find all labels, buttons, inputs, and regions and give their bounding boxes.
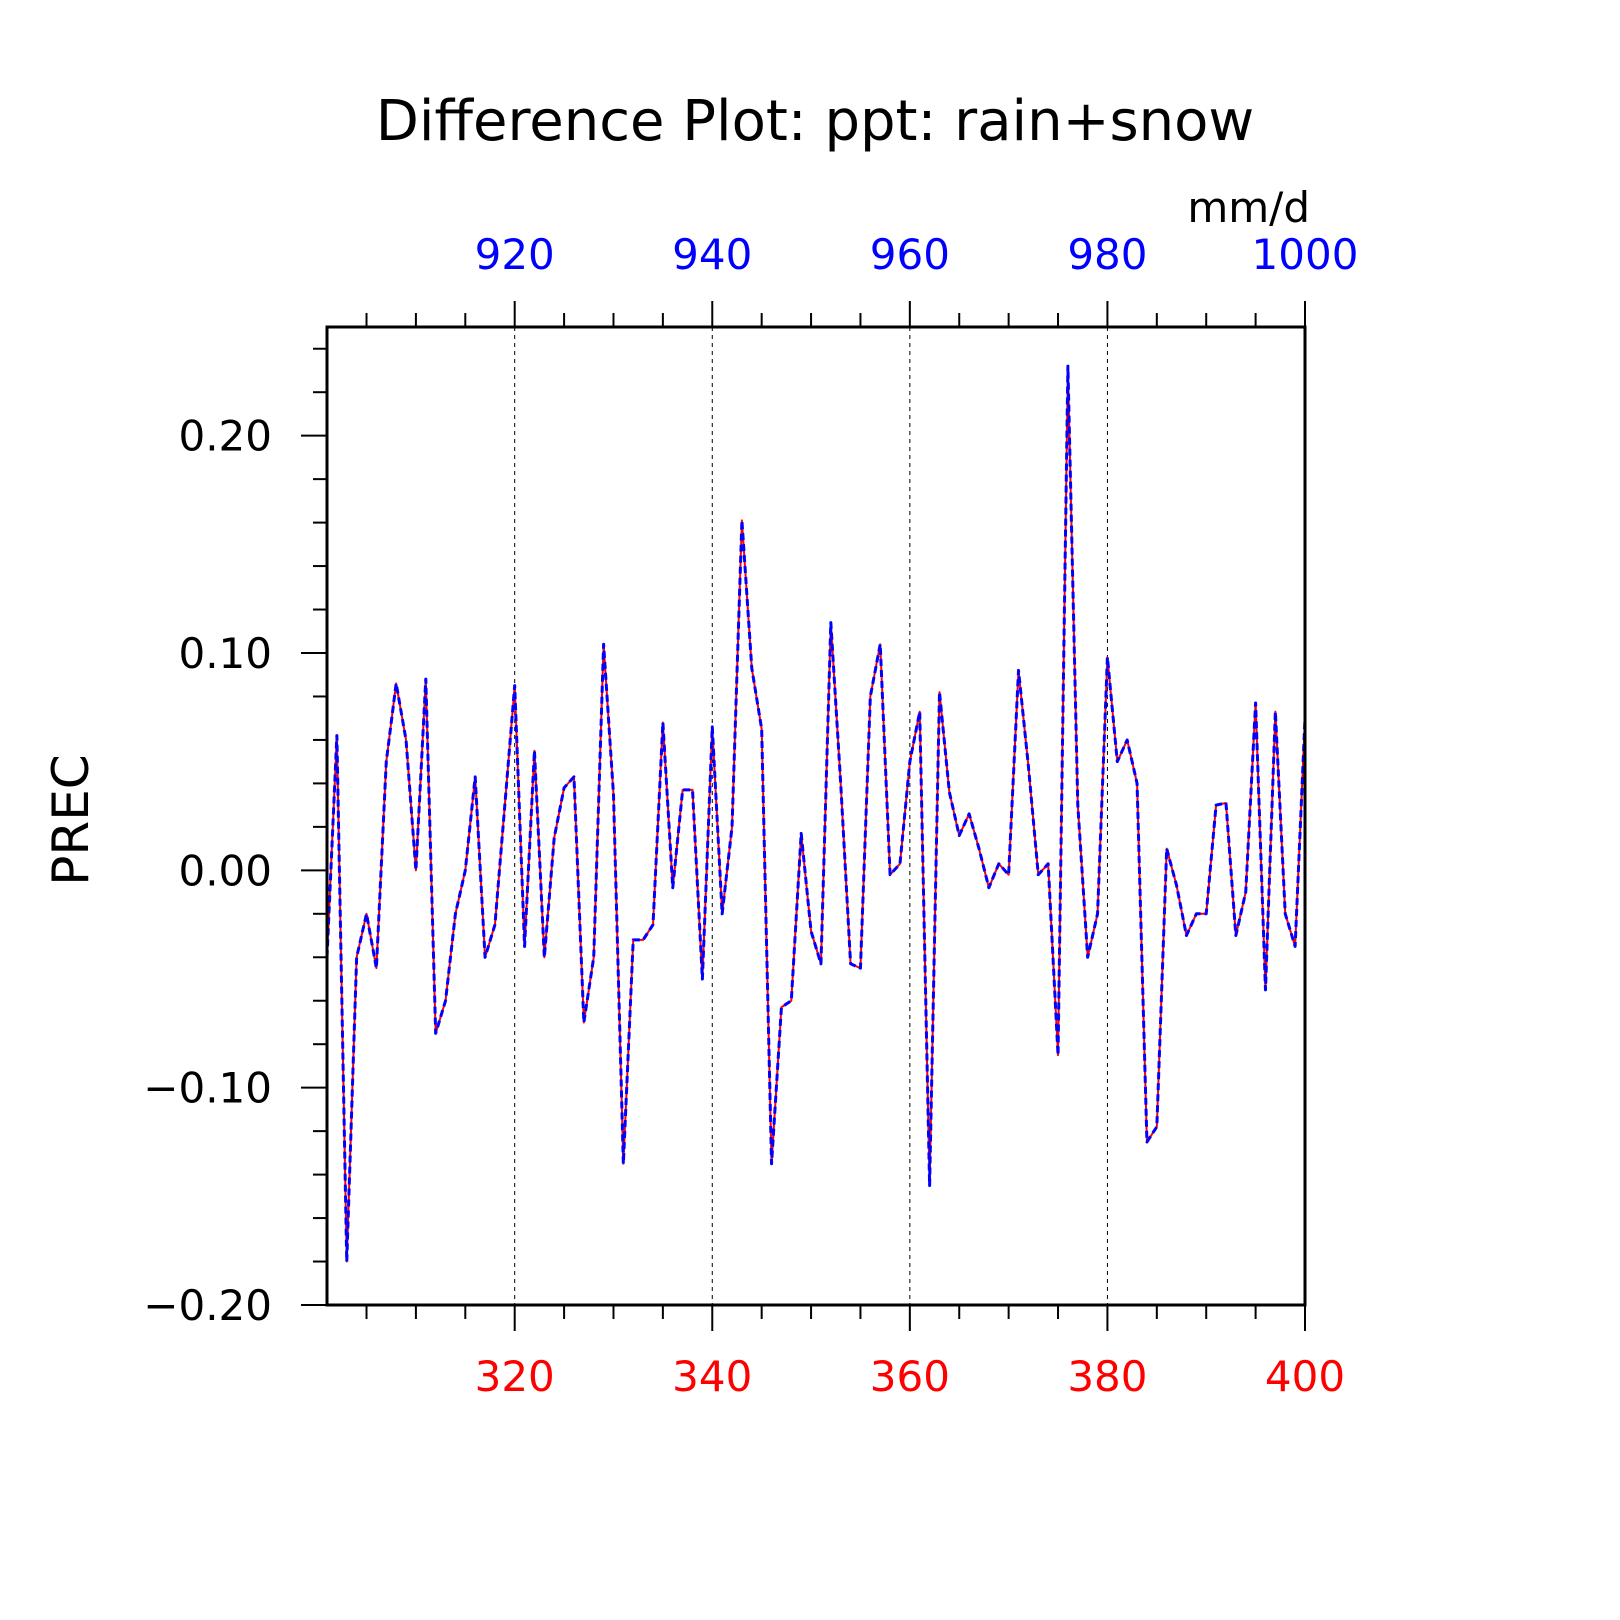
axis-ticks (301, 301, 1306, 1331)
top-x-tick-label: 920 (475, 230, 555, 279)
top-x-tick-label: 940 (672, 230, 752, 279)
chart-title: Difference Plot: ppt: rain+snow (376, 89, 1254, 154)
bottom-x-tick-label: 380 (1067, 1352, 1147, 1401)
bottom-x-tick-label: 400 (1265, 1352, 1345, 1401)
units-label: mm/d (1187, 183, 1310, 232)
y-tick-label: 0.10 (178, 629, 272, 678)
y-tick-label: −0.10 (143, 1064, 272, 1113)
bottom-x-tick-label: 340 (672, 1352, 752, 1401)
grid-lines (514, 327, 1108, 1305)
top-x-tick-label: 1000 (1252, 230, 1359, 279)
y-tick-label: −0.20 (143, 1281, 272, 1330)
tick-labels: 320 340 360 380 400 920 940 960 980 1000 0.20 0.10 0… (143, 230, 1358, 1401)
red-solid-series-line (326, 365, 1306, 1263)
top-x-tick-label: 980 (1067, 230, 1147, 279)
top-x-tick-label: 960 (870, 230, 950, 279)
y-axis-label: PREC (42, 754, 100, 885)
y-tick-label: 0.00 (178, 846, 272, 895)
y-tick-label: 0.20 (178, 412, 272, 461)
plot-frame (325, 325, 1307, 1307)
data-series (325, 364, 1307, 1264)
bottom-x-tick-label: 320 (475, 1352, 555, 1401)
blue-dashed-series-line (325, 364, 1307, 1264)
bottom-x-tick-label: 360 (870, 1352, 950, 1401)
